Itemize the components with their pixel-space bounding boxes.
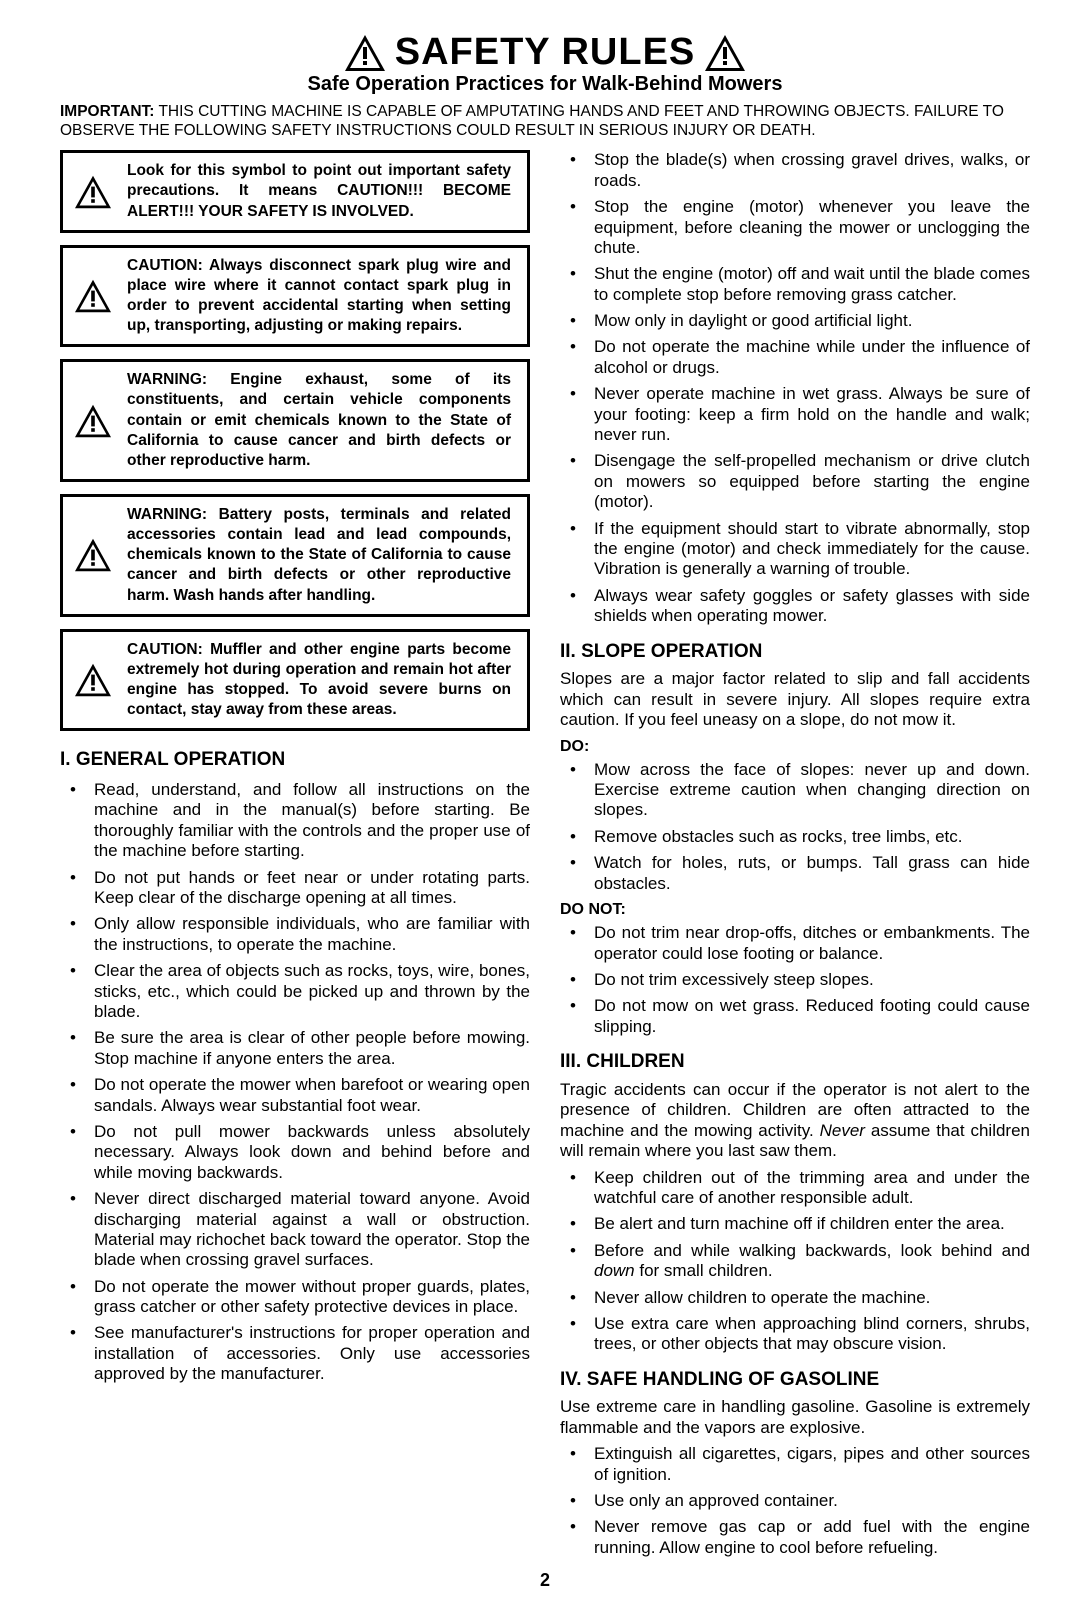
section-heading-general: I. GENERAL OPERATION [60,749,530,772]
important-notice: IMPORTANT: THIS CUTTING MACHINE IS CAPAB… [60,102,1030,141]
list-item: Use extra care when approaching blind co… [560,1314,1030,1355]
gasoline-list: Extinguish all cigarettes, cigars, pipes… [560,1444,1030,1558]
warning-text: WARNING: Battery posts, terminals and re… [127,505,511,606]
list-item: Never remove gas cap or add fuel with th… [560,1517,1030,1558]
content-columns: Look for this symbol to point out import… [60,150,1030,1564]
warning-icon [73,174,113,210]
list-item: Watch for holes, ruts, or bumps. Tall gr… [560,853,1030,894]
list-item: Be sure the area is clear of other peopl… [60,1028,530,1069]
list-item: Do not pull mower backwards unless absol… [60,1122,530,1183]
warning-box: CAUTION: Always disconnect spark plug wi… [60,245,530,348]
list-item: Do not put hands or feet near or under r… [60,868,530,909]
important-text: THIS CUTTING MACHINE IS CAPABLE OF AMPUT… [60,103,1004,139]
important-label: IMPORTANT: [60,103,154,120]
list-item: Never direct discharged material toward … [60,1189,530,1271]
list-item: Read, understand, and follow all instruc… [60,780,530,862]
list-item: Do not operate the mower without proper … [60,1277,530,1318]
warning-text: Look for this symbol to point out import… [127,161,511,221]
list-item: Do not trim near drop-offs, ditches or e… [560,923,1030,964]
warning-icon [343,33,387,73]
list-item: See manufacturer's instructions for prop… [60,1323,530,1384]
list-item: Do not operate the mower when barefoot o… [60,1075,530,1116]
warning-text: CAUTION: Muffler and other engine parts … [127,640,511,721]
list-item: Shut the engine (motor) off and wait unt… [560,264,1030,305]
warning-box: Look for this symbol to point out import… [60,150,530,232]
list-item: Stop the blade(s) when crossing gravel d… [560,150,1030,191]
warning-text: WARNING: Engine exhaust, some of its con… [127,370,511,471]
list-item: Be alert and turn machine off if childre… [560,1214,1030,1234]
general-cont-list: Stop the blade(s) when crossing gravel d… [560,150,1030,626]
list-item: Only allow responsible individuals, who … [60,914,530,955]
list-item: If the equipment should start to vibrate… [560,519,1030,580]
list-item: Clear the area of objects such as rocks,… [60,961,530,1022]
section-heading-gasoline: IV. SAFE HANDLING OF GASOLINE [560,1369,1030,1392]
warning-box: WARNING: Battery posts, terminals and re… [60,494,530,617]
warning-icon [703,33,747,73]
list-item: Mow only in daylight or good artificial … [560,311,1030,331]
children-list: Keep children out of the trimming area a… [560,1168,1030,1355]
general-list: Read, understand, and follow all instruc… [60,780,530,1385]
list-item: Extinguish all cigarettes, cigars, pipes… [560,1444,1030,1485]
list-item: Remove obstacles such as rocks, tree lim… [560,827,1030,847]
list-item: Use only an approved container. [560,1491,1030,1511]
list-item: Do not mow on wet grass. Reduced footing… [560,996,1030,1037]
warning-box: CAUTION: Muffler and other engine parts … [60,629,530,732]
list-item: Never allow children to operate the mach… [560,1288,1030,1308]
list-item: Mow across the face of slopes: never up … [560,760,1030,821]
page-number: 2 [60,1570,1030,1592]
warning-icon [73,537,113,573]
slope-donot-list: Do not trim near drop-offs, ditches or e… [560,923,1030,1037]
do-label: DO: [560,737,1030,756]
warning-box: WARNING: Engine exhaust, some of its con… [60,359,530,482]
page-title: SAFETY RULES [395,30,696,76]
page-subtitle: Safe Operation Practices for Walk-Behind… [60,72,1030,96]
warning-icon [73,662,113,698]
do-not-label: DO NOT: [560,900,1030,919]
slope-intro: Slopes are a major factor related to sli… [560,669,1030,730]
list-item: Always wear safety goggles or safety gla… [560,586,1030,627]
list-item: Keep children out of the trimming area a… [560,1168,1030,1209]
title-row: SAFETY RULES [60,30,1030,76]
list-item: Stop the engine (motor) whenever you lea… [560,197,1030,258]
gasoline-intro: Use extreme care in handling gasoline. G… [560,1397,1030,1438]
list-item: Do not trim excessively steep slopes. [560,970,1030,990]
list-item: Do not operate the machine while under t… [560,337,1030,378]
warning-icon [73,403,113,439]
warning-text: CAUTION: Always disconnect spark plug wi… [127,256,511,337]
slope-do-list: Mow across the face of slopes: never up … [560,760,1030,894]
list-item: Never operate machine in wet grass. Alwa… [560,384,1030,445]
children-intro: Tragic accidents can occur if the operat… [560,1080,1030,1162]
right-column: Stop the blade(s) when crossing gravel d… [560,150,1030,1564]
list-item: Before and while walking backwards, look… [560,1241,1030,1282]
left-column: Look for this symbol to point out import… [60,150,530,1564]
warning-icon [73,278,113,314]
children-intro-em: Never [820,1121,865,1140]
list-item: Disengage the self-propelled mechanism o… [560,451,1030,512]
section-heading-children: III. CHILDREN [560,1051,1030,1074]
header: SAFETY RULES Safe Operation Practices fo… [60,30,1030,96]
section-heading-slope: II. SLOPE OPERATION [560,641,1030,664]
